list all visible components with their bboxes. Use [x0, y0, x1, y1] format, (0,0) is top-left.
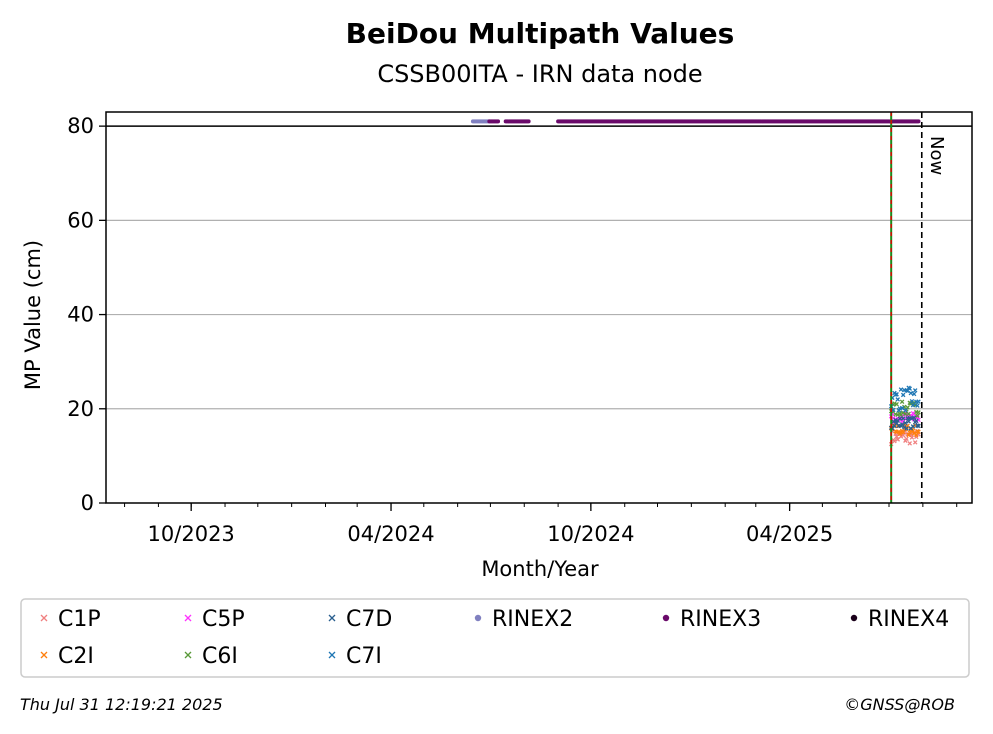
data-point — [899, 405, 905, 411]
now-label: Now — [926, 136, 947, 175]
legend-item-c7i: C7I — [328, 644, 382, 669]
data-point — [911, 415, 917, 420]
data-point — [900, 416, 906, 421]
data-point — [916, 119, 921, 124]
data-point — [916, 410, 921, 415]
data-point — [912, 388, 918, 393]
data-point — [914, 418, 919, 424]
y-tick-label: 0 — [81, 491, 94, 515]
data-point — [898, 387, 904, 392]
legend-marker — [40, 614, 48, 622]
legend-marker — [184, 651, 192, 659]
legend-item-rinex4: RINEX4 — [850, 607, 949, 632]
plot-frame — [105, 111, 973, 504]
data-point — [903, 408, 908, 413]
x-tick-label: 10/2023 — [148, 522, 235, 546]
data-point — [907, 441, 913, 446]
legend-item-c6i: C6I — [184, 644, 238, 669]
chart-subtitle: CSSB00ITA - IRN data node — [377, 60, 702, 88]
legend-item-c5p: C5P — [184, 607, 245, 632]
data-point — [899, 399, 905, 405]
data-point — [892, 438, 897, 444]
data-point — [895, 397, 900, 402]
legend-box — [20, 598, 970, 678]
x-tick-label: 04/2025 — [746, 522, 833, 546]
data-point — [894, 402, 899, 407]
data-point — [910, 403, 916, 408]
data-point — [911, 391, 917, 397]
legend-label: RINEX4 — [868, 607, 949, 632]
legend-item-c1p: C1P — [40, 607, 101, 632]
data-point — [910, 424, 916, 429]
legend-item-c7d: C7D — [328, 607, 392, 632]
data-point — [915, 403, 920, 408]
series-c7i — [888, 385, 921, 413]
legend-marker — [474, 614, 482, 622]
legend-marker — [40, 651, 48, 659]
data-point — [916, 423, 921, 429]
legend: C1P C2I C5P C6I C7D C7I RINEX2 RINEX3 RINEX4 — [40, 607, 949, 669]
chart-title: BeiDou Multipath Values — [346, 17, 735, 50]
legend-label: C6I — [202, 644, 238, 669]
legend-label: C7I — [346, 644, 382, 669]
legend-label: RINEX2 — [492, 607, 573, 632]
data-point — [912, 440, 918, 445]
data-point — [916, 429, 921, 435]
x-tick-label: 04/2024 — [347, 522, 434, 546]
x-axis-label: Month/Year — [481, 557, 599, 581]
legend-marker — [328, 614, 336, 622]
data-point — [904, 426, 909, 431]
legend-item-rinex3: RINEX3 — [662, 607, 761, 632]
data-point — [526, 119, 531, 124]
legend-label: C7D — [346, 607, 392, 632]
data-point — [904, 436, 909, 442]
data-points — [470, 119, 921, 447]
legend-marker — [184, 614, 192, 622]
y-tick-label: 80 — [67, 114, 94, 138]
data-point — [914, 432, 919, 438]
data-point — [903, 420, 908, 426]
legend-label: C5P — [202, 607, 245, 632]
data-point — [908, 390, 914, 396]
axes: 0 20 40 60 80 10/2023 04/2024 10/2024 04/2025 — [67, 114, 958, 546]
data-point — [906, 411, 911, 417]
footer-timestamp: Thu Jul 31 12:19:21 2025 — [20, 695, 223, 714]
data-point — [906, 432, 911, 438]
data-point — [915, 413, 920, 418]
y-tick-label: 40 — [67, 303, 94, 327]
data-point — [916, 399, 921, 404]
series-rinex3 — [487, 119, 921, 124]
legend-item-rinex2: RINEX2 — [474, 607, 573, 632]
data-point — [909, 398, 915, 404]
data-point — [496, 119, 501, 124]
reference-lines: Now — [106, 112, 972, 503]
legend-marker — [850, 614, 858, 622]
footer-credit: ©GNSS@ROB — [844, 695, 955, 714]
data-point — [907, 386, 913, 391]
y-tick-label: 60 — [67, 208, 94, 232]
legend-marker — [328, 651, 336, 659]
x-tick-label: 10/2024 — [547, 522, 634, 546]
data-point — [894, 392, 899, 397]
data-point — [895, 437, 900, 442]
data-point — [906, 419, 911, 424]
y-axis-label: MP Value (cm) — [21, 240, 45, 390]
legend-marker — [662, 614, 670, 622]
data-point — [900, 392, 906, 398]
y-tick-label: 20 — [67, 397, 94, 421]
legend-item-c2i: C2I — [40, 644, 94, 669]
legend-label: RINEX3 — [680, 607, 761, 632]
legend-label: C2I — [58, 644, 94, 669]
legend-label: C1P — [58, 607, 101, 632]
grid-lines — [106, 219, 972, 410]
